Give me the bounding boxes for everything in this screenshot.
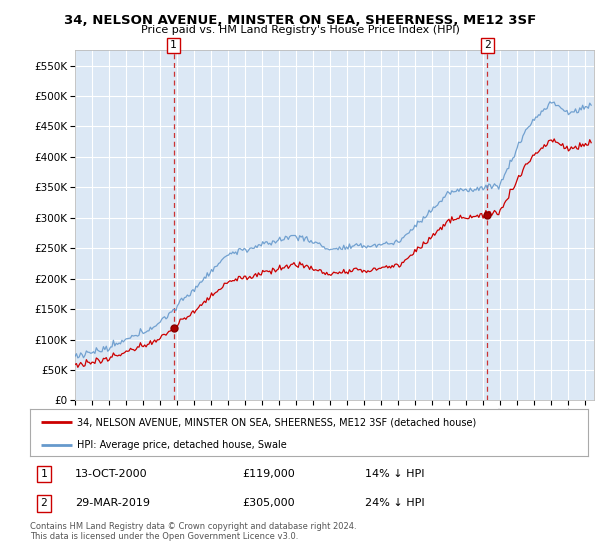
Text: HPI: Average price, detached house, Swale: HPI: Average price, detached house, Swal… [77,440,287,450]
Text: 34, NELSON AVENUE, MINSTER ON SEA, SHEERNESS, ME12 3SF (detached house): 34, NELSON AVENUE, MINSTER ON SEA, SHEER… [77,417,476,427]
Text: 34, NELSON AVENUE, MINSTER ON SEA, SHEERNESS, ME12 3SF: 34, NELSON AVENUE, MINSTER ON SEA, SHEER… [64,14,536,27]
Text: £119,000: £119,000 [242,469,295,479]
Text: 29-MAR-2019: 29-MAR-2019 [74,498,149,508]
Text: 2: 2 [484,40,491,50]
Text: 13-OCT-2000: 13-OCT-2000 [74,469,147,479]
Text: 1: 1 [41,469,47,479]
Text: 14% ↓ HPI: 14% ↓ HPI [365,469,424,479]
Text: 2: 2 [41,498,47,508]
Text: Contains HM Land Registry data © Crown copyright and database right 2024.
This d: Contains HM Land Registry data © Crown c… [30,522,356,542]
Text: 1: 1 [170,40,177,50]
Text: £305,000: £305,000 [242,498,295,508]
Text: Price paid vs. HM Land Registry's House Price Index (HPI): Price paid vs. HM Land Registry's House … [140,25,460,35]
Text: 24% ↓ HPI: 24% ↓ HPI [365,498,424,508]
